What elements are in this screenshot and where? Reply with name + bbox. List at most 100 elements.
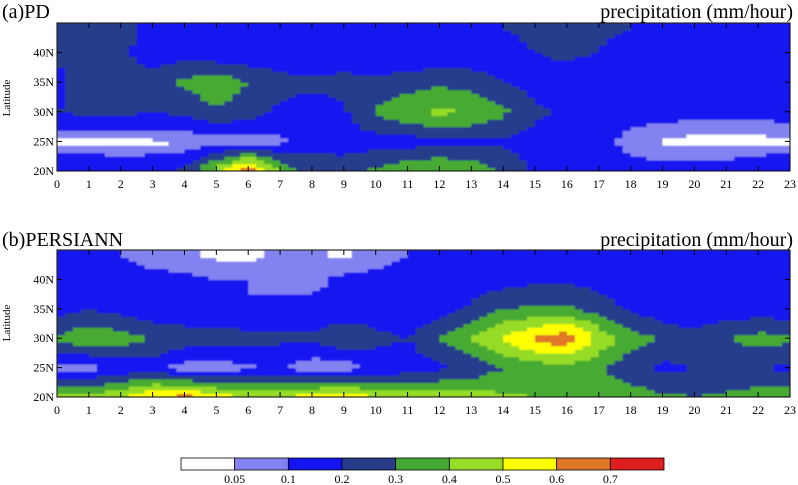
contour-cell [550, 56, 560, 61]
contour-cell [550, 104, 560, 109]
contour-cell [264, 356, 273, 361]
contour-cell [535, 85, 544, 91]
contour-cell [519, 78, 528, 83]
contour-cell [383, 63, 393, 68]
contour-cell [463, 89, 472, 94]
contour-cell [192, 268, 202, 273]
contour-cell [64, 356, 74, 361]
contour-cell [144, 60, 154, 65]
contour-cell [232, 268, 241, 273]
contour-cell [399, 93, 409, 98]
contour-cell [758, 37, 767, 43]
contour-cell [256, 34, 265, 39]
contour-cell [264, 316, 273, 321]
contour-cell [431, 37, 441, 43]
contour-cell [519, 111, 528, 117]
contour-cell [726, 85, 735, 91]
contour-cell [535, 93, 544, 98]
contour-cell [399, 156, 409, 161]
contour-cell [614, 163, 624, 168]
contour-cell [272, 268, 281, 273]
contour-cell [670, 30, 680, 35]
contour-cell [335, 30, 345, 35]
contour-cell [208, 163, 217, 168]
contour-cell [280, 56, 289, 61]
contour-cell [495, 119, 504, 124]
contour-cell [311, 93, 321, 98]
contour-cell [766, 74, 775, 80]
contour-cell [694, 37, 703, 43]
contour-cell [590, 152, 600, 157]
contour-cell [80, 345, 90, 350]
contour-cell [686, 141, 695, 146]
contour-cell [128, 330, 138, 336]
contour-cell [176, 312, 186, 317]
contour-cell [543, 26, 552, 31]
contour-cell [750, 34, 759, 39]
contour-cell [527, 37, 536, 43]
contour-cell [208, 34, 217, 39]
contour-cell [272, 119, 281, 124]
contour-cell [782, 126, 790, 131]
contour-cell [463, 156, 472, 161]
contour-cell [399, 134, 409, 139]
contour-cell [359, 108, 369, 113]
contour-cell [606, 78, 616, 83]
contour-cell [774, 26, 783, 31]
contour-cell [303, 115, 313, 120]
contour-cell [495, 67, 504, 72]
contour-cell [782, 115, 790, 120]
contour-cell [694, 97, 703, 102]
contour-cell [574, 137, 584, 142]
contour-cell [144, 145, 154, 150]
contour-cell [200, 52, 209, 57]
contour-cell [160, 145, 170, 150]
contour-cell [519, 108, 528, 113]
contour-cell [407, 74, 417, 80]
contour-cell [311, 104, 321, 109]
contour-cell [367, 52, 377, 57]
contour-cell [742, 163, 751, 168]
contour-cell [272, 60, 281, 65]
contour-cell [136, 283, 146, 288]
contour-cell [224, 371, 233, 376]
contour-cell [359, 122, 369, 128]
contour-cell [128, 371, 138, 376]
contour-cell [566, 130, 576, 135]
contour-cell [232, 301, 241, 306]
contour-cell [152, 85, 162, 91]
contour-cell [399, 52, 409, 57]
contour-cell [200, 71, 209, 76]
contour-cell [638, 93, 648, 98]
contour-cell [399, 23, 409, 28]
contour-cell [120, 286, 130, 292]
contour-cell [144, 45, 154, 50]
contour-cell [774, 115, 783, 120]
contour-cell [208, 308, 217, 314]
contour-cell [439, 119, 448, 124]
contour-cell [622, 137, 632, 142]
contour-cell [128, 305, 138, 310]
contour-cell [200, 367, 209, 372]
contour-cell [622, 130, 632, 135]
contour-cell [216, 93, 225, 98]
contour-cell [606, 100, 616, 105]
contour-cell [758, 119, 767, 124]
contour-cell [120, 56, 130, 61]
contour-cell [240, 250, 249, 255]
contour-cell [264, 85, 273, 91]
contour-cell [176, 141, 186, 146]
contour-cell [511, 156, 520, 161]
contour-cell [192, 294, 202, 299]
contour-cell [168, 323, 178, 328]
contour-cell [176, 301, 186, 306]
contour-cell [646, 82, 656, 87]
contour-cell [710, 130, 719, 135]
contour-cell [72, 26, 82, 31]
contour-cell [582, 71, 592, 76]
contour-cell [630, 85, 640, 91]
contour-cell [303, 122, 313, 128]
contour-cell [120, 34, 130, 39]
contour-cell [240, 60, 249, 65]
contour-cell [184, 137, 194, 142]
